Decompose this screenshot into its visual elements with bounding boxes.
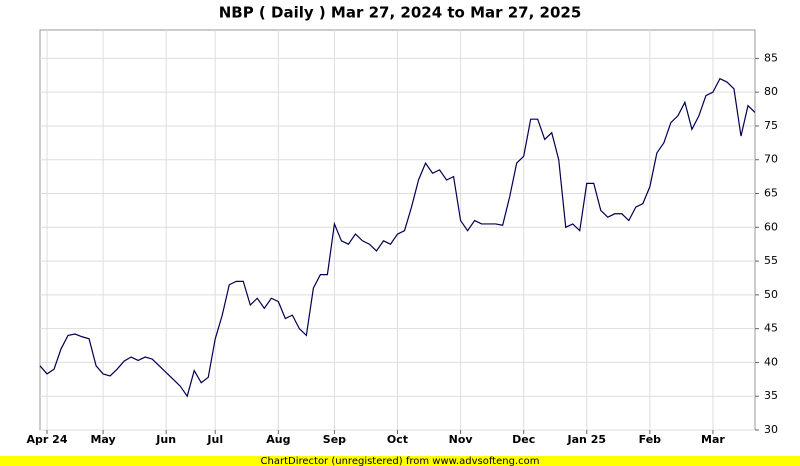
y-tick-label: 75 [764,119,778,132]
y-tick-label: 40 [764,355,778,368]
x-tick-label: Jun [155,433,176,446]
y-tick-label: 70 [764,153,778,166]
x-tick-label: Jan 25 [567,433,606,446]
x-tick-label: Sep [323,433,346,446]
y-tick-label: 45 [764,322,778,335]
x-tick-label: Oct [387,433,408,446]
price-line [39,77,756,398]
x-tick-label: Feb [639,433,662,446]
y-tick-label: 85 [764,51,778,64]
y-tick-label: 35 [764,389,778,402]
x-tick-label: Aug [266,433,290,446]
footer-bar [0,456,800,466]
y-tick-label: 50 [764,288,778,301]
x-tick-label: Dec [512,433,535,446]
y-tick-label: 55 [764,254,778,267]
footer: ChartDirector (unregistered) from www.ad… [261,456,540,466]
y-tick-label: 60 [764,220,778,233]
x-tick-label: Apr 24 [27,433,68,446]
x-tick-label: Mar [701,433,725,446]
x-tick-label: May [90,433,115,446]
y-tick-label: 80 [764,85,778,98]
x-tick-label: Jul [206,433,223,446]
x-tick-label: Nov [449,433,474,446]
chart-title: NBP ( Daily ) Mar 27, 2024 to Mar 27, 20… [219,4,582,22]
y-tick-label: 65 [764,187,778,200]
y-tick-label: 30 [764,423,778,436]
